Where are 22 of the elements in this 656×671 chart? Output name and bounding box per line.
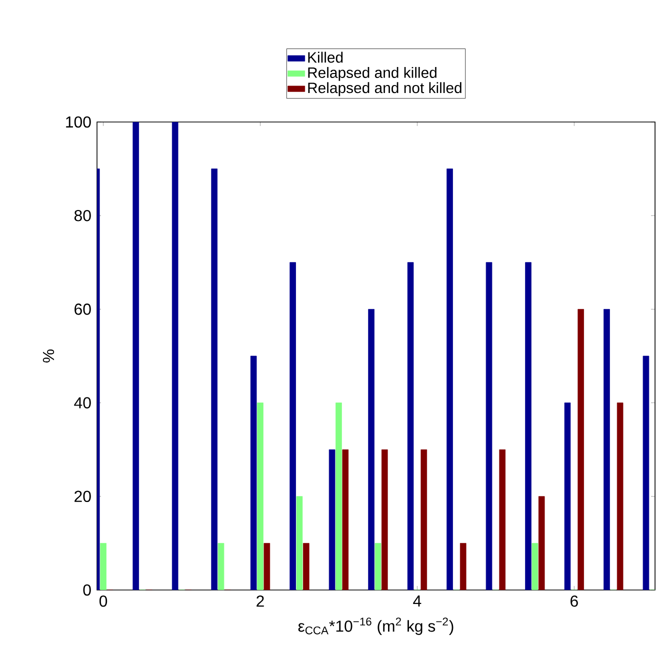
- bar: [532, 543, 538, 590]
- bar: [296, 496, 303, 590]
- text: ε$_{CCA}$*10$^{−16}$ (m$^{2}$ kg s$^{−2}$): [298, 618, 454, 635]
- bar: [257, 402, 264, 590]
- legend-label: Relapsed and not killed: [308, 82, 462, 96]
- x-tick-label: 2: [256, 596, 264, 607]
- y-axis-title: %: [42, 349, 54, 363]
- x-tick-label: 6: [570, 596, 578, 607]
- y-tick-label: 60: [74, 304, 91, 315]
- y-tick-label: 0: [83, 584, 91, 596]
- y-tick-label: 20: [74, 490, 91, 502]
- bar: [374, 543, 382, 590]
- y-tick-label: 40: [74, 397, 91, 408]
- x-tick-label: 0: [99, 596, 108, 607]
- bar: [100, 543, 106, 590]
- y-tick-label: 80: [74, 210, 91, 222]
- bar: [218, 543, 224, 590]
- legend-label: Relapsed and killed: [308, 66, 436, 81]
- bar: [336, 402, 342, 590]
- legend-label: Killed: [308, 52, 343, 63]
- y-tick-label: 100: [66, 116, 91, 128]
- x-tick-label: 4: [413, 596, 422, 606]
